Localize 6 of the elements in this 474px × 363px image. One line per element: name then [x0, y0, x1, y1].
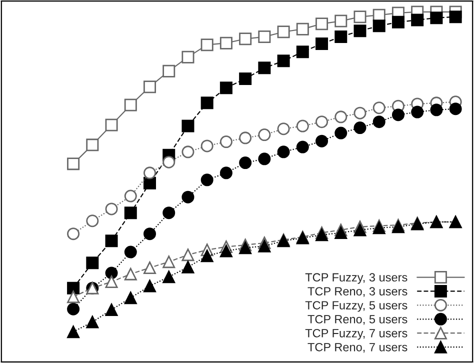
legend-label: TCP Fuzzy, 5 users — [305, 301, 408, 312]
legend-label: TCP Reno, 5 users — [308, 315, 408, 325]
legend-label: TCP Reno, 7 users — [308, 342, 408, 353]
legend-label: TCP Fuzzy, 3 users — [305, 273, 408, 284]
legend-label: TCP Reno, 3 users — [308, 287, 408, 297]
legend-label: TCP Fuzzy, 7 users — [305, 328, 408, 340]
